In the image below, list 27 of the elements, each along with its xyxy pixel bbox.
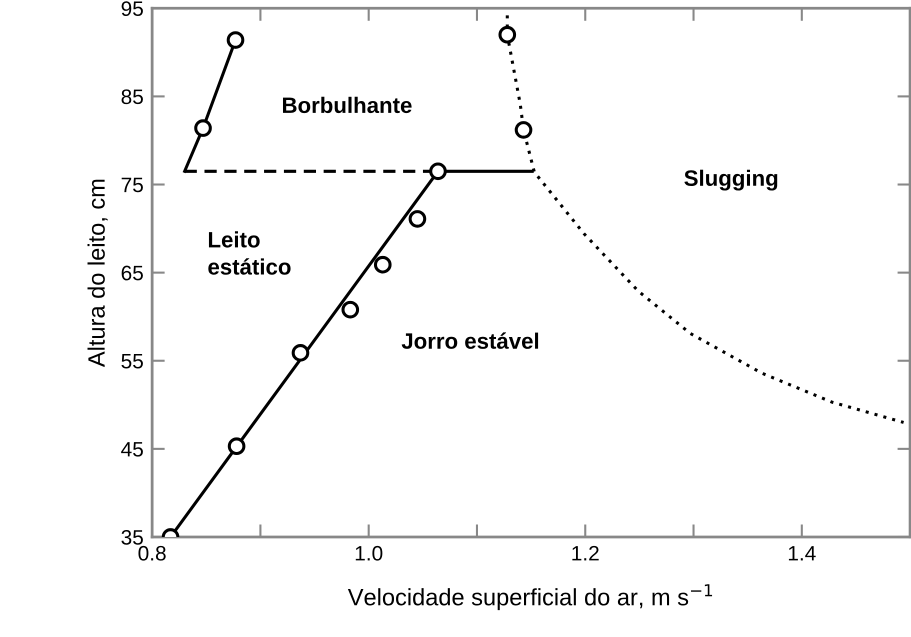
x-tick-label: 1.4 (788, 546, 816, 560)
y-tick-label: 55 (121, 354, 143, 369)
y-tick-label: 85 (122, 89, 143, 104)
point (226, 31, 244, 49)
annotation: Borbulhante (282, 96, 412, 114)
y-tick-label: 75 (122, 178, 143, 192)
annotation: Leito estático (208, 231, 291, 275)
point (341, 300, 360, 318)
x-tick-label: 1.2 (572, 546, 599, 560)
point (408, 210, 426, 228)
point (292, 344, 310, 362)
point (514, 121, 532, 139)
point (429, 162, 447, 180)
x-tick-label: 0.8 (138, 546, 166, 561)
annotation: Jorro estável (402, 332, 538, 349)
point (374, 256, 392, 274)
x-tick-label: 1.0 (356, 546, 382, 561)
y-tick-label: 35 (121, 530, 143, 545)
point (228, 437, 246, 456)
point (498, 26, 516, 44)
y-axis-title: Altura do leito, cm (88, 180, 108, 368)
y-tick-label: 45 (121, 442, 143, 457)
y-tick-label: 65 (122, 266, 143, 280)
annotation: Slugging (684, 170, 778, 191)
x-axis-title: Velocidade superficial do ar, m s$^{−1}$ (348, 584, 712, 610)
y-tick-label: 95 (122, 1, 143, 16)
point (194, 119, 212, 137)
